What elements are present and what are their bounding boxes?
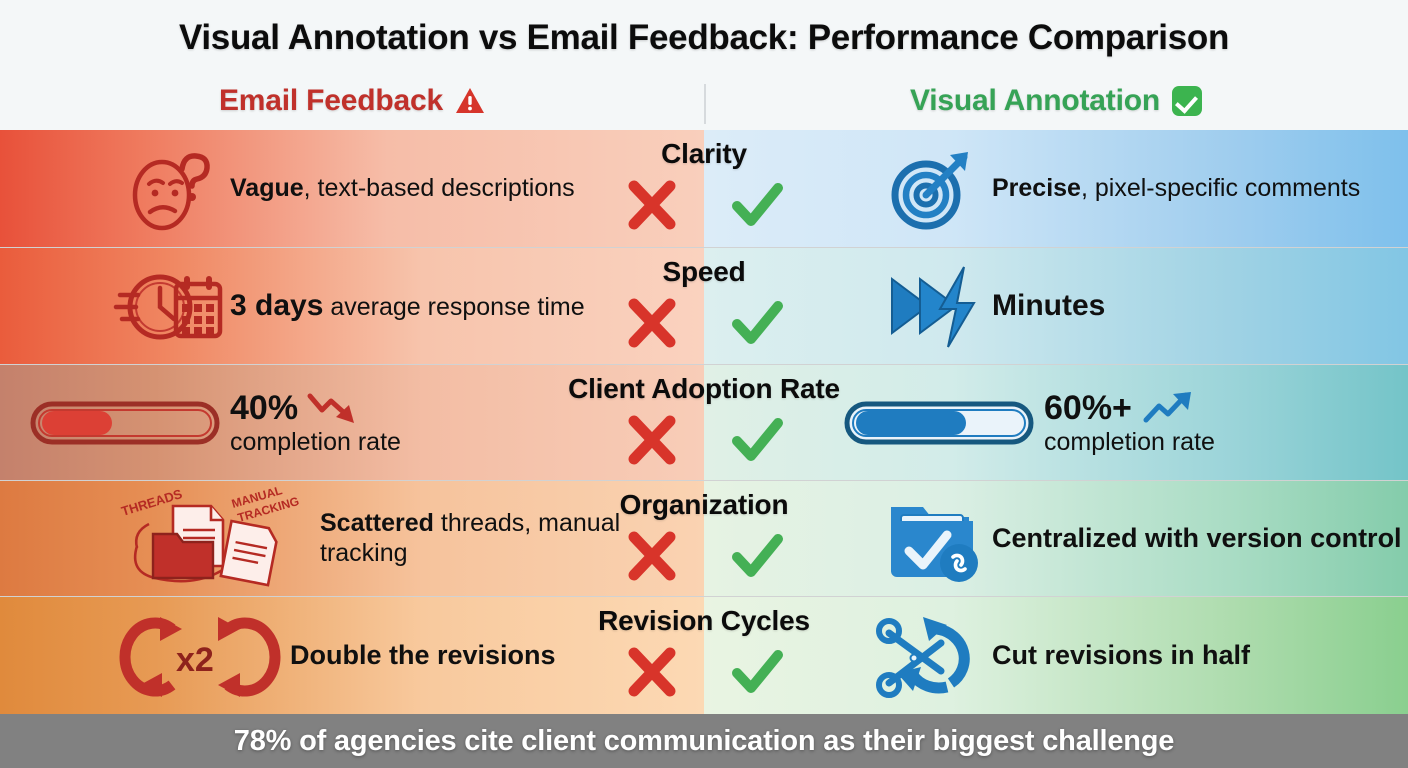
right-rest: , pixel-specific comments: [1080, 173, 1361, 202]
comparison-grid: Vague, text-based descriptions: [0, 130, 1408, 714]
progress-bar-low-icon: [20, 365, 230, 480]
icon-label-x2: x2: [176, 641, 214, 679]
page-title: Visual Annotation vs Email Feedback: Per…: [178, 18, 1230, 57]
check-square-badge-icon: [1171, 86, 1202, 116]
left-rest: average response time: [323, 293, 585, 322]
right-content: Centralized with version control: [872, 481, 1408, 596]
column-header-visual-annotation: Visual Annotation: [704, 84, 1408, 118]
left-lead: Scattered: [320, 509, 434, 537]
left-lead: 40%: [230, 388, 299, 427]
left-rest: , text-based descriptions: [303, 173, 575, 202]
column-header-email-feedback: Email Feedback: [0, 84, 704, 118]
down-arrow-icon: [306, 390, 362, 426]
folder-check-link-icon: [872, 481, 992, 596]
row-right-visual: Minutes: [704, 248, 1408, 364]
right-lead: Centralized with version control: [992, 522, 1402, 553]
scissors-cycle-icon: [872, 597, 992, 714]
target-bullseye-arrow-icon: [872, 130, 992, 247]
warning-triangle-icon: [455, 87, 485, 115]
right-description: Centralized with version control: [992, 523, 1402, 555]
double-loop-arrows-icon: x2: [110, 597, 290, 714]
table-row: x2 Double the revisions: [0, 597, 1408, 714]
header-divider: [704, 84, 706, 124]
left-description: 3 days average response time: [230, 288, 585, 323]
right-description: Cut revisions in half: [992, 640, 1250, 672]
row-right-visual: Precise, pixel-specific comments: [704, 130, 1408, 247]
left-description: Scattered threads, manual tracking: [320, 509, 690, 568]
left-content: THREADS MANUAL TRACKING Scattered thread…: [110, 481, 690, 596]
column-header-visual-label: Visual Annotation: [910, 84, 1160, 117]
left-rest: completion rate: [230, 427, 401, 456]
right-description: 60%+ completion rate: [1044, 388, 1215, 458]
footer-banner: 78% of agencies cite client communicatio…: [0, 714, 1408, 768]
left-description: Double the revisions: [290, 640, 556, 672]
right-description: Precise, pixel-specific comments: [992, 174, 1360, 204]
left-lead: Vague: [230, 173, 304, 202]
row-right-visual: 60%+ completion rate: [704, 365, 1408, 480]
table-row: 40% completion rate: [0, 365, 1408, 481]
right-content: Precise, pixel-specific comments: [872, 130, 1408, 247]
row-left-email: x2 Double the revisions: [0, 597, 704, 714]
progress-bar-high-icon: [834, 365, 1044, 480]
left-rest: threads, manual tracking: [320, 509, 621, 567]
up-arrow-icon: [1140, 390, 1196, 426]
left-description: 40% completion rate: [230, 388, 401, 458]
scattered-documents-icon: THREADS MANUAL TRACKING: [110, 481, 320, 596]
right-content: 60%+ completion rate: [834, 365, 1408, 480]
right-content: Minutes: [872, 248, 1408, 364]
row-left-email: Vague, text-based descriptions: [0, 130, 704, 247]
right-lead: Precise: [992, 173, 1081, 202]
header: Visual Annotation vs Email Feedback: Per…: [0, 0, 1408, 130]
table-row: 3 days average response time Minutes: [0, 248, 1408, 365]
table-row: THREADS MANUAL TRACKING Scattered thread…: [0, 481, 1408, 597]
left-content: x2 Double the revisions: [110, 597, 690, 714]
clock-calendar-icon: [110, 248, 230, 364]
row-right-visual: Cut revisions in half: [704, 597, 1408, 714]
right-lead: 60%+: [1044, 388, 1132, 427]
left-content: Vague, text-based descriptions: [110, 130, 690, 247]
confused-face-question-icon: [110, 130, 230, 247]
column-header-email-label: Email Feedback: [219, 84, 443, 117]
left-content: 40% completion rate: [20, 365, 690, 480]
left-description: Vague, text-based descriptions: [230, 174, 575, 204]
row-left-email: 3 days average response time: [0, 248, 704, 364]
footer-text: 78% of agencies cite client communicatio…: [233, 724, 1175, 757]
left-lead: Double the revisions: [290, 639, 556, 670]
right-description: Minutes: [992, 288, 1105, 323]
left-content: 3 days average response time: [110, 248, 690, 364]
right-rest: completion rate: [1044, 427, 1215, 456]
fast-forward-lightning-icon: [872, 248, 992, 364]
row-left-email: THREADS MANUAL TRACKING Scattered thread…: [0, 481, 704, 596]
row-left-email: 40% completion rate: [0, 365, 704, 480]
right-lead: Cut revisions in half: [992, 639, 1251, 670]
right-lead: Minutes: [992, 289, 1106, 323]
row-right-visual: Centralized with version control: [704, 481, 1408, 596]
right-content: Cut revisions in half: [872, 597, 1408, 714]
left-lead: 3 days: [230, 289, 324, 323]
table-row: Vague, text-based descriptions: [0, 130, 1408, 248]
